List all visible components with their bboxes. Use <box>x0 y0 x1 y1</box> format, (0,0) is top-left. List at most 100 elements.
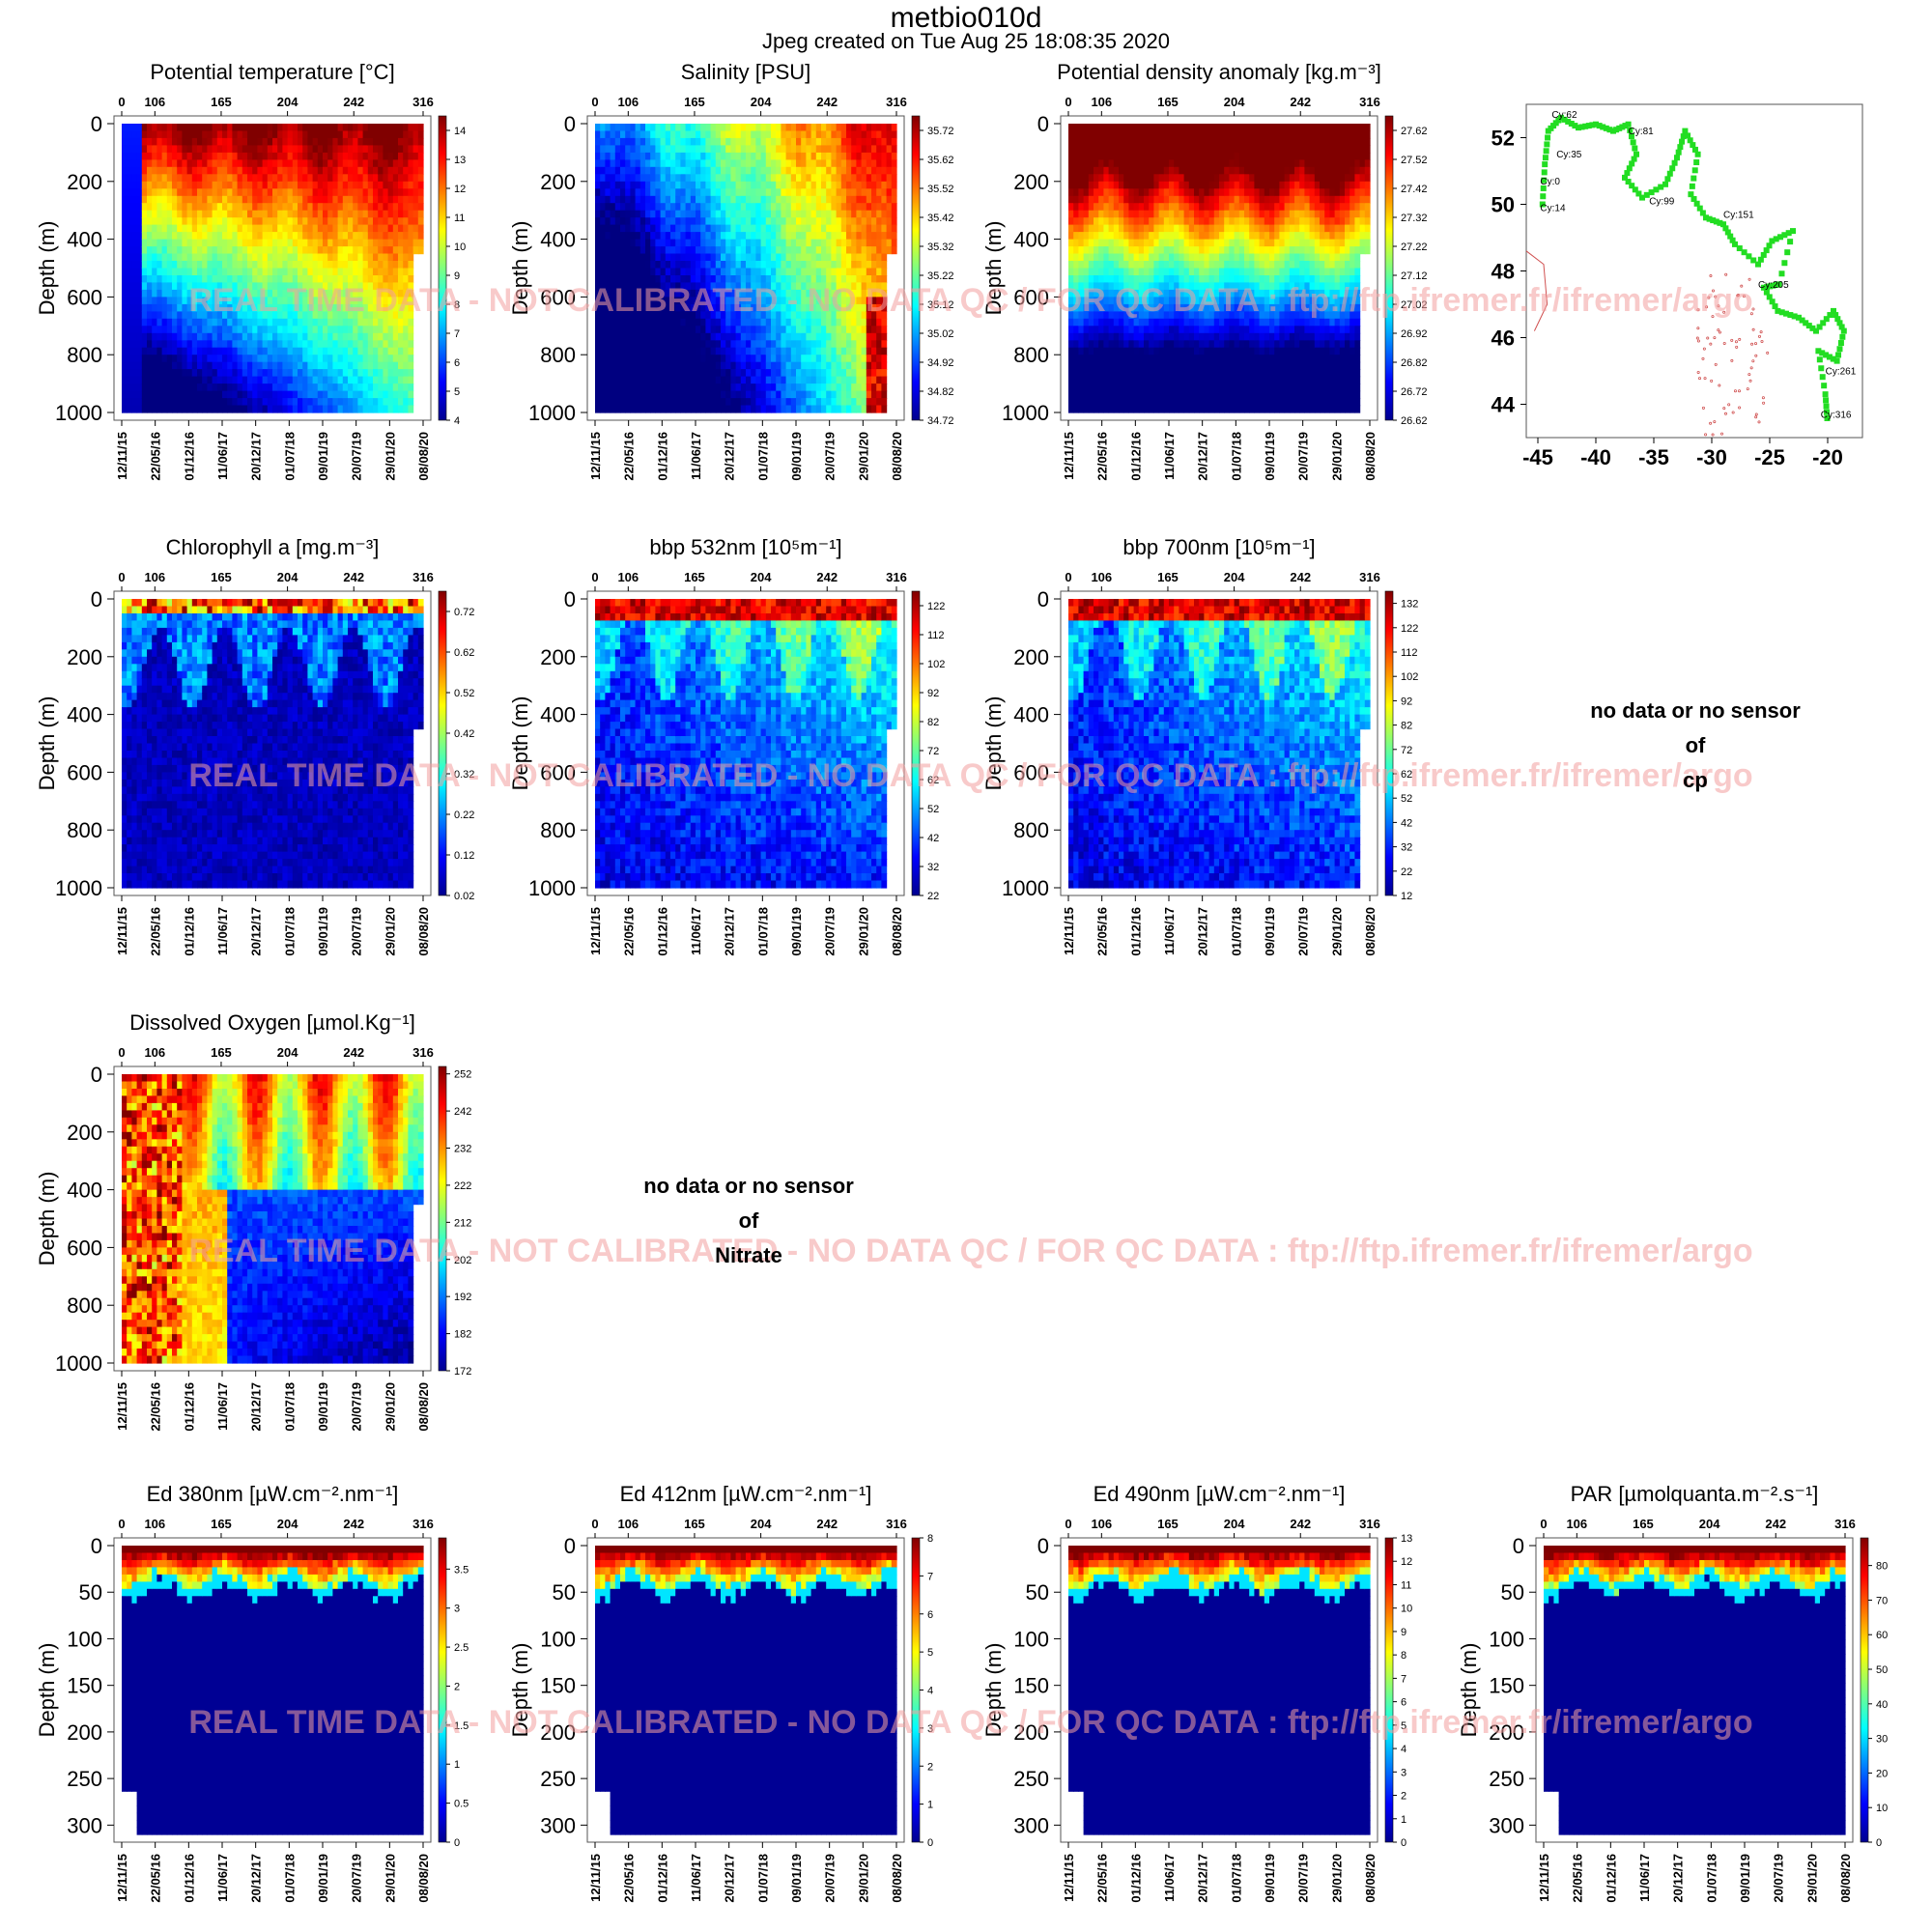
heatmap-cell <box>635 268 641 276</box>
heatmap-cell <box>680 355 687 363</box>
heatmap-cell <box>635 340 641 349</box>
heatmap-cell <box>735 390 742 399</box>
heatmap-cell <box>639 195 646 204</box>
heatmap-cell <box>136 137 143 146</box>
heatmap-cell <box>298 340 303 349</box>
heatmap-cell <box>705 390 712 399</box>
heatmap-cell <box>891 137 897 146</box>
heatmap-cell <box>755 145 762 154</box>
heatmap-cell <box>367 297 374 305</box>
heatmap-cell <box>876 398 882 407</box>
heatmap-cell <box>670 210 676 218</box>
heatmap-cell <box>177 145 183 154</box>
heatmap-cell <box>685 224 692 233</box>
heatmap-cell <box>161 398 168 407</box>
heatmap-cell <box>886 195 893 204</box>
heatmap-cell <box>790 145 797 154</box>
heatmap-cell <box>298 145 303 154</box>
heatmap-cell <box>781 384 787 392</box>
heatmap-cell <box>610 246 616 255</box>
heatmap-cell <box>886 174 893 183</box>
heatmap-cell <box>327 361 333 370</box>
heatmap-cell <box>348 174 354 183</box>
heatmap-cell <box>136 152 143 160</box>
heatmap-cell <box>378 275 384 284</box>
heatmap-cell <box>735 384 742 392</box>
heatmap-cell <box>806 145 812 154</box>
heatmap-cell <box>755 239 762 247</box>
heatmap-cell <box>665 239 671 247</box>
heatmap-cell <box>871 159 877 168</box>
heatmap-cell <box>332 390 339 399</box>
heatmap-cell <box>635 174 641 183</box>
heatmap-cell <box>398 195 404 204</box>
heatmap-cell <box>660 340 667 349</box>
heatmap-cell <box>821 145 827 154</box>
heatmap-cell <box>166 268 173 276</box>
colorbar-tick-label: 5 <box>454 386 460 398</box>
heatmap-cell <box>307 239 314 247</box>
heatmap-cell <box>383 405 389 413</box>
heatmap-cell <box>851 195 857 204</box>
heatmap-cell <box>292 152 298 160</box>
heatmap-cell <box>605 195 611 204</box>
heatmap-cell <box>267 124 273 132</box>
heatmap-cell <box>257 398 264 407</box>
heatmap-cell <box>810 384 817 392</box>
heatmap-cell <box>357 253 364 262</box>
heatmap-cell <box>1073 195 1079 204</box>
heatmap-cell <box>417 224 424 233</box>
heatmap-cell <box>730 217 737 226</box>
heatmap-cell <box>790 390 797 399</box>
heatmap-cell <box>202 311 208 320</box>
heatmap-cell <box>392 398 399 407</box>
heatmap-cell <box>252 340 258 349</box>
heatmap-cell <box>690 390 696 399</box>
heatmap-cell <box>776 398 781 407</box>
heatmap-cell <box>156 159 163 168</box>
heatmap-cell <box>730 246 737 255</box>
heatmap-cell <box>836 224 842 233</box>
heatmap-cell <box>216 188 223 197</box>
heatmap-cell <box>307 318 314 327</box>
heatmap-cell <box>746 332 752 341</box>
heatmap-cell <box>776 376 781 384</box>
heatmap-cell <box>247 332 253 341</box>
heatmap-cell <box>680 297 687 305</box>
heatmap-cell <box>831 282 838 291</box>
heatmap-cell <box>630 369 637 378</box>
heatmap-cell <box>332 181 339 189</box>
heatmap-cell <box>620 340 626 349</box>
heatmap-cell <box>846 275 852 284</box>
heatmap-cell <box>136 376 143 384</box>
heatmap-cell <box>1068 275 1074 284</box>
heatmap-cell <box>177 124 183 132</box>
heatmap-cell <box>725 289 731 298</box>
heatmap-cell <box>182 203 188 212</box>
heatmap-cell <box>267 297 273 305</box>
heatmap-cell <box>675 261 681 270</box>
heatmap-cell <box>186 174 193 183</box>
heatmap-cell <box>746 181 752 189</box>
heatmap-cell <box>680 361 687 370</box>
heatmap-cell <box>746 203 752 212</box>
heatmap-cell <box>715 405 722 413</box>
heatmap-cell <box>398 130 404 139</box>
heatmap-cell <box>357 159 364 168</box>
heatmap-cell <box>725 318 731 327</box>
heatmap-cell <box>141 181 148 189</box>
heatmap-cell <box>182 253 188 262</box>
heatmap-cell <box>237 398 243 407</box>
heatmap-cell <box>886 124 893 132</box>
heatmap-cell <box>191 253 198 262</box>
heatmap-cell <box>122 297 128 305</box>
heatmap-cell <box>216 166 223 175</box>
heatmap-cell <box>881 369 888 378</box>
heatmap-cell <box>392 239 399 247</box>
heatmap-cell <box>307 253 314 262</box>
heatmap-cell <box>387 232 394 241</box>
heatmap-cell <box>871 210 877 218</box>
heatmap-cell <box>191 340 198 349</box>
heatmap-cell <box>232 268 239 276</box>
